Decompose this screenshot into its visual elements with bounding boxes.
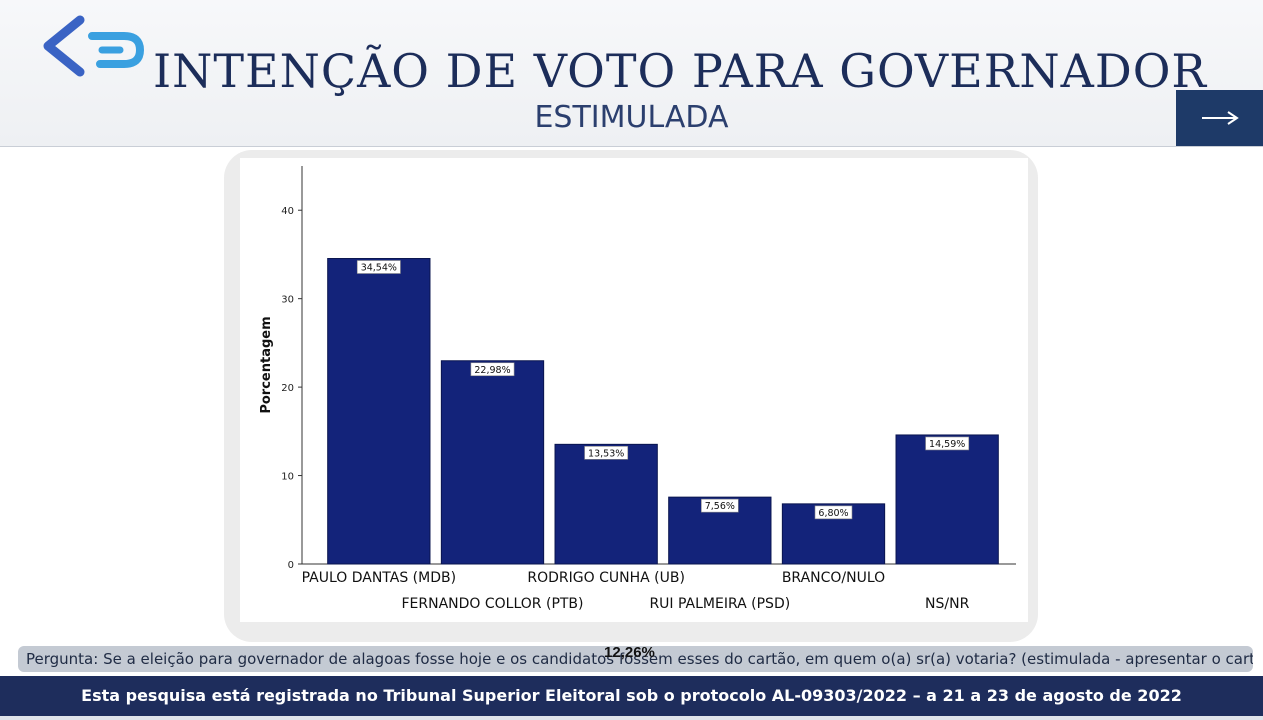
footer-strip — [0, 716, 1263, 720]
y-tick-label: 40 — [281, 206, 294, 217]
overlay-value-label: 12,26% — [604, 644, 655, 661]
x-tick-label: FERNANDO COLLOR (PTB) — [401, 596, 583, 612]
bar-2 — [440, 360, 545, 565]
y-tick-label: 0 — [288, 560, 294, 571]
arrow-right-icon — [1201, 111, 1239, 125]
data-label-box — [925, 436, 970, 451]
x-tick-label: PAULO DANTAS (MDB) — [302, 570, 457, 586]
data-label: 34,54% — [361, 263, 397, 274]
y-tick-label: 10 — [281, 472, 294, 483]
data-label-box — [701, 498, 739, 513]
data-label-box — [356, 260, 401, 274]
data-label: 14,59% — [929, 439, 965, 450]
next-button[interactable] — [1176, 90, 1263, 146]
y-tick-label: 30 — [281, 295, 294, 306]
bar-1 — [327, 258, 431, 565]
page-subtitle: ESTIMULADA — [534, 100, 729, 135]
page-title: INTENÇÃO DE VOTO PARA GOVERNADOR — [152, 44, 1208, 98]
data-label: 22,98% — [474, 365, 510, 376]
question-banner: Pergunta: Se a eleição para governador d… — [18, 646, 1253, 672]
data-label: 6,80% — [818, 508, 848, 519]
x-tick-label: RODRIGO CUNHA (UB) — [527, 570, 685, 586]
y-tick-label: 20 — [281, 383, 294, 394]
data-label: 13,53% — [588, 448, 624, 459]
data-label-box — [814, 505, 853, 520]
data-label: 7,56% — [705, 501, 735, 512]
x-tick-label: RUI PALMEIRA (PSD) — [649, 596, 790, 612]
bar-6 — [895, 434, 999, 565]
x-tick-label: NS/NR — [925, 596, 970, 612]
x-tick-label: BRANCO/NULO — [782, 570, 885, 586]
bar-chart: 0 10 20 30 40 Porcentagem 34,54% PAULO DANTAS (… — [259, 166, 1016, 612]
data-label-box — [470, 362, 515, 377]
data-label-box — [584, 446, 629, 460]
brand-logo-icon — [43, 15, 145, 77]
header: INTENÇÃO DE VOTO PARA GOVERNADOR ESTIMUL… — [0, 0, 1263, 147]
footer-registration: Esta pesquisa está registrada no Tribuna… — [0, 676, 1263, 716]
y-axis-label: Porcentagem — [259, 316, 274, 413]
bar-3 — [554, 443, 658, 565]
